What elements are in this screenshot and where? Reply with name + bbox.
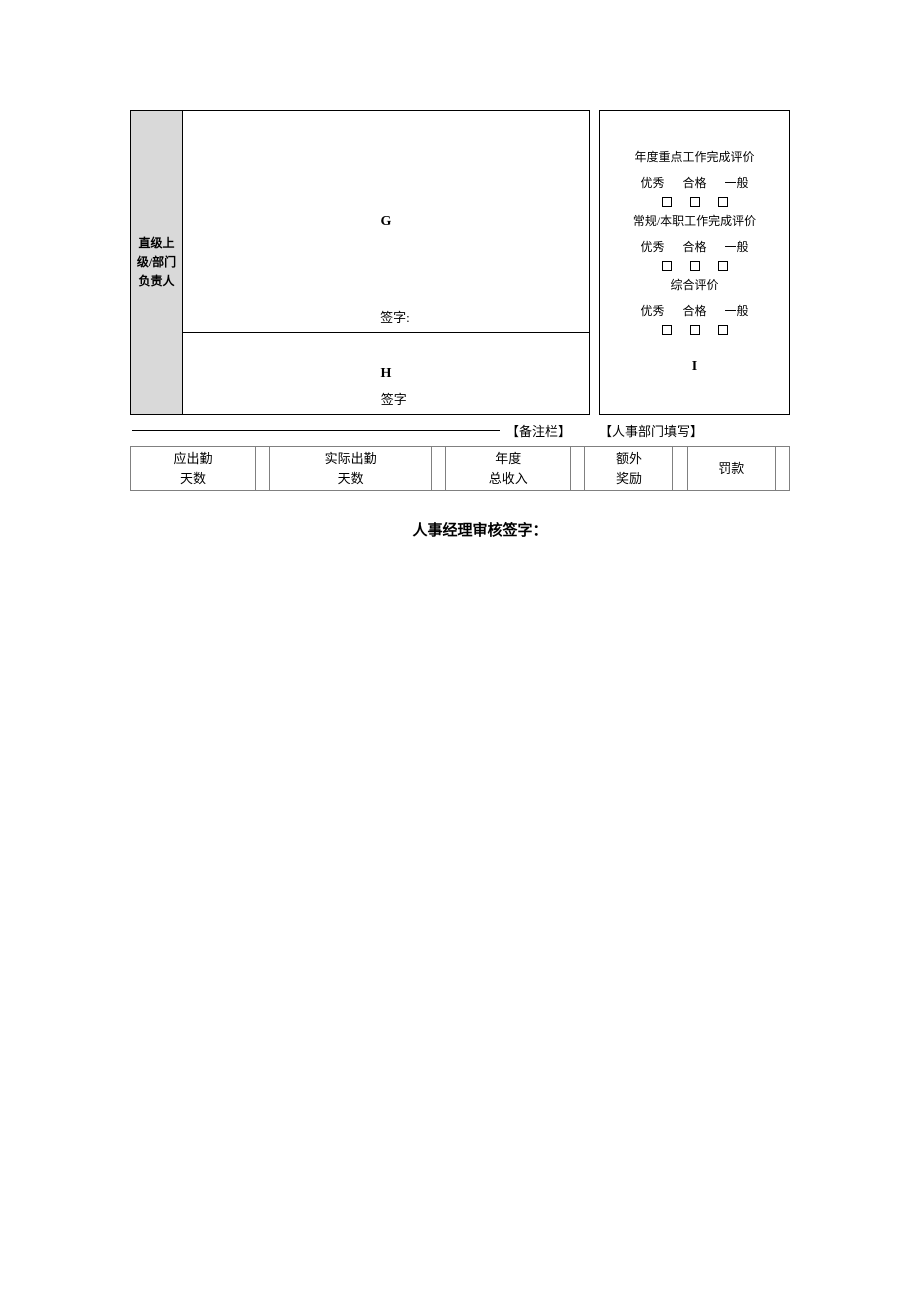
checkbox-icon[interactable] xyxy=(718,197,728,207)
rating-average: 一般 xyxy=(725,299,749,323)
penalty-value xyxy=(775,447,789,491)
annual-income-value xyxy=(571,447,585,491)
divider-line xyxy=(132,430,500,431)
penalty-label: 罚款 xyxy=(687,447,775,491)
rating-average: 一般 xyxy=(725,235,749,259)
g-section: G 签字: xyxy=(183,111,590,333)
eval-section2-title: 常规/本职工作完成评价 xyxy=(604,209,785,233)
extra-reward-label: 额外 奖励 xyxy=(585,447,673,491)
eval-checkboxes-1 xyxy=(604,197,785,207)
attendance-table: 应出勤 天数 实际出勤 天数 年度 总收入 额外 奖励 罚款 xyxy=(130,446,790,491)
eval-section1-title: 年度重点工作完成评价 xyxy=(604,145,785,169)
annual-income-label: 年度 总收入 xyxy=(446,447,571,491)
checkbox-icon[interactable] xyxy=(690,325,700,335)
gap xyxy=(590,111,600,415)
rating-average: 一般 xyxy=(725,171,749,195)
notes-label: 【备注栏】 xyxy=(502,421,575,440)
hr-dept-label: 【人事部门填写】 xyxy=(595,421,790,440)
rating-excellent: 优秀 xyxy=(640,235,664,259)
eval-ratings-3: 优秀 合格 一般 xyxy=(604,299,785,323)
hr-manager-sign: 人事经理审核签字： xyxy=(130,519,790,540)
checkbox-icon[interactable] xyxy=(662,197,672,207)
checkbox-icon[interactable] xyxy=(662,325,672,335)
h-section: H 签字 xyxy=(183,333,590,415)
checkbox-icon[interactable] xyxy=(690,261,700,271)
evaluation-table: 直级上级/部门负责人 G 签字: 年度重点工作完成评价 优秀 合格 一般 常规/… xyxy=(130,110,790,415)
checkbox-icon[interactable] xyxy=(718,261,728,271)
h-label: H xyxy=(381,366,392,381)
g-sign-label: 签字: xyxy=(380,307,410,326)
i-label: I xyxy=(604,353,785,381)
eval-section3-title: 综合评价 xyxy=(604,273,785,297)
checkbox-icon[interactable] xyxy=(718,325,728,335)
actual-days-label: 实际出勤 天数 xyxy=(270,447,432,491)
expected-days-value xyxy=(255,447,269,491)
rating-excellent: 优秀 xyxy=(640,171,664,195)
eval-ratings-2: 优秀 合格 一般 xyxy=(604,235,785,259)
supervisor-header: 直级上级/部门负责人 xyxy=(131,111,183,415)
evaluation-section: 年度重点工作完成评价 优秀 合格 一般 常规/本职工作完成评价 优秀 合格 一般 xyxy=(600,111,790,415)
h-sign-label: 签字 xyxy=(381,389,407,408)
divider-row: 【备注栏】 【人事部门填写】 xyxy=(130,421,790,440)
extra-reward-value xyxy=(673,447,687,491)
eval-checkboxes-3 xyxy=(604,325,785,335)
expected-days-label: 应出勤 天数 xyxy=(131,447,256,491)
rating-pass: 合格 xyxy=(682,235,706,259)
rating-pass: 合格 xyxy=(682,299,706,323)
checkbox-icon[interactable] xyxy=(662,261,672,271)
eval-checkboxes-2 xyxy=(604,261,785,271)
supervisor-label: 直级上级/部门负责人 xyxy=(137,236,176,288)
checkbox-icon[interactable] xyxy=(690,197,700,207)
g-label: G xyxy=(381,214,392,229)
eval-ratings-1: 优秀 合格 一般 xyxy=(604,171,785,195)
rating-pass: 合格 xyxy=(682,171,706,195)
rating-excellent: 优秀 xyxy=(640,299,664,323)
actual-days-value xyxy=(432,447,446,491)
